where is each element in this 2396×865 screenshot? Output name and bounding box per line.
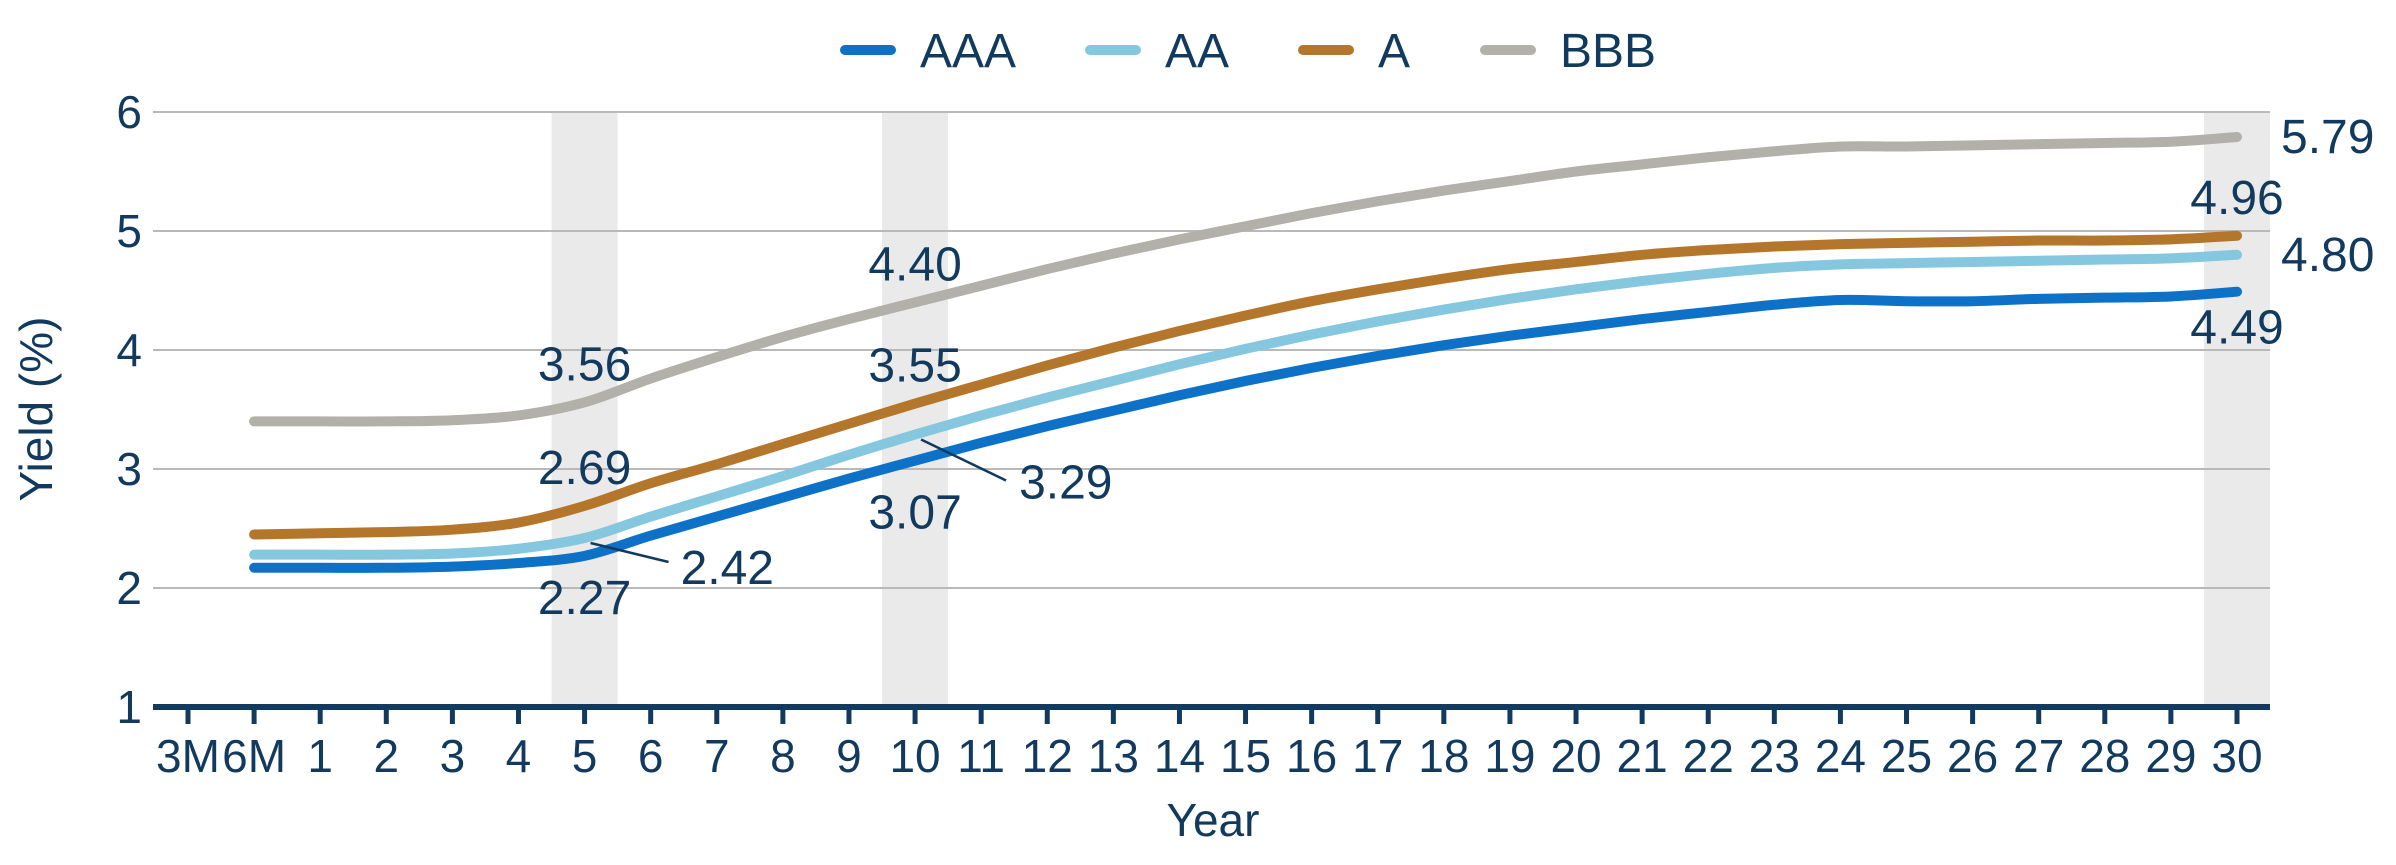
legend: AAA AA A BBB [840,25,1656,78]
legend-label: BBB [1560,25,1656,78]
x-tick-label: 1 [307,730,333,782]
x-tick-label: 27 [2013,730,2064,782]
legend-item-AA: AA [1085,25,1229,78]
x-tick-label: 14 [1154,730,1205,782]
x-axis-title: Year [1167,794,1260,846]
data-label-A-5: 2.69 [538,442,631,495]
leader-line [920,438,1007,482]
x-tick-label: 3M [156,730,220,782]
x-tick-label: 29 [2145,730,2196,782]
x-tick-label: 8 [770,730,796,782]
x-tick-label: 17 [1352,730,1403,782]
x-tick-label: 24 [1815,730,1866,782]
x-tick-label: 5 [572,730,598,782]
x-tick-label: 12 [1022,730,1073,782]
y-tick-label: 6 [116,86,142,138]
data-label-AA-5: 2.42 [681,542,774,595]
x-tick-label: 30 [2211,730,2262,782]
y-tick-label: 5 [116,205,142,257]
series-lines [249,131,2242,573]
x-tick-label: 28 [2079,730,2130,782]
data-label-BBB-10: 4.40 [868,238,961,291]
data-label-AA-10: 3.29 [1019,456,1112,509]
legend-label: AA [1165,25,1229,78]
legend-item-A: A [1298,25,1410,78]
data-label-A-30: 4.96 [2190,172,2283,225]
series-line-AA [249,249,2242,560]
x-tick-label: 15 [1220,730,1271,782]
legend-label: A [1378,25,1410,78]
legend-item-AAA: AAA [840,25,1016,78]
annotations: 3.56 2.69 2.42 2.27 4.40 3.55 3.29 3.07 5.79 4.96… [538,111,2375,625]
data-label-AAA-5: 2.27 [538,572,631,625]
data-label-BBB-30: 5.79 [2281,111,2374,164]
y-tick-label: 3 [116,443,142,495]
x-tick-label: 13 [1088,730,1139,782]
highlight-band-30 [2204,113,2270,707]
data-label-AA-30: 4.80 [2281,229,2374,282]
y-tick-label: 1 [116,681,142,733]
x-tick-label: 3 [440,730,466,782]
x-tick-label: 7 [704,730,730,782]
x-tick-label: 21 [1617,730,1668,782]
legend-label: AAA [920,25,1016,78]
x-tick-label: 22 [1683,730,1734,782]
series-line-BBB [249,131,2242,427]
x-tick-label: 20 [1550,730,1601,782]
x-tick-label: 19 [1484,730,1535,782]
x-tick-label: 16 [1286,730,1337,782]
x-tick-label: 11 [957,730,1005,782]
data-label-AAA-10: 3.07 [868,487,961,540]
y-axis-title: Yield (%) [10,317,62,502]
x-tick-label: 10 [889,730,940,782]
legend-swatch-BBB [1480,45,1536,55]
x-tick-label: 18 [1418,730,1469,782]
legend-swatch-AAA [840,45,896,55]
legend-swatch-A [1298,45,1354,55]
legend-item-BBB: BBB [1480,25,1656,78]
series-line-A [249,230,2242,540]
data-label-A-10: 3.55 [868,340,961,393]
x-tick-label: 23 [1749,730,1800,782]
x-tick-label: 6 [638,730,664,782]
leader-line [590,541,669,564]
x-tick-label: 4 [506,730,532,782]
x-tick-label: 25 [1881,730,1932,782]
x-tick-label: 2 [373,730,399,782]
series-line-AAA [249,286,2242,573]
y-tick-label: 2 [116,562,142,614]
x-tick-label: 6M [222,730,286,782]
highlight-bands [551,113,2270,707]
data-label-BBB-5: 3.56 [538,338,631,391]
axes: 3M 6M 1 2 3 4 5 6 7 8 9 10 11 12 13 14 15 16 17 18 19 20 21 22 2… [153,704,2270,782]
y-tick-label: 4 [116,324,142,376]
legend-swatch-AA [1085,45,1141,55]
x-tick-label: 26 [1947,730,1998,782]
data-label-AAA-30: 4.49 [2190,302,2283,355]
gridlines: 1 2 3 4 5 6 [116,86,2270,733]
x-tick-label: 9 [836,730,862,782]
